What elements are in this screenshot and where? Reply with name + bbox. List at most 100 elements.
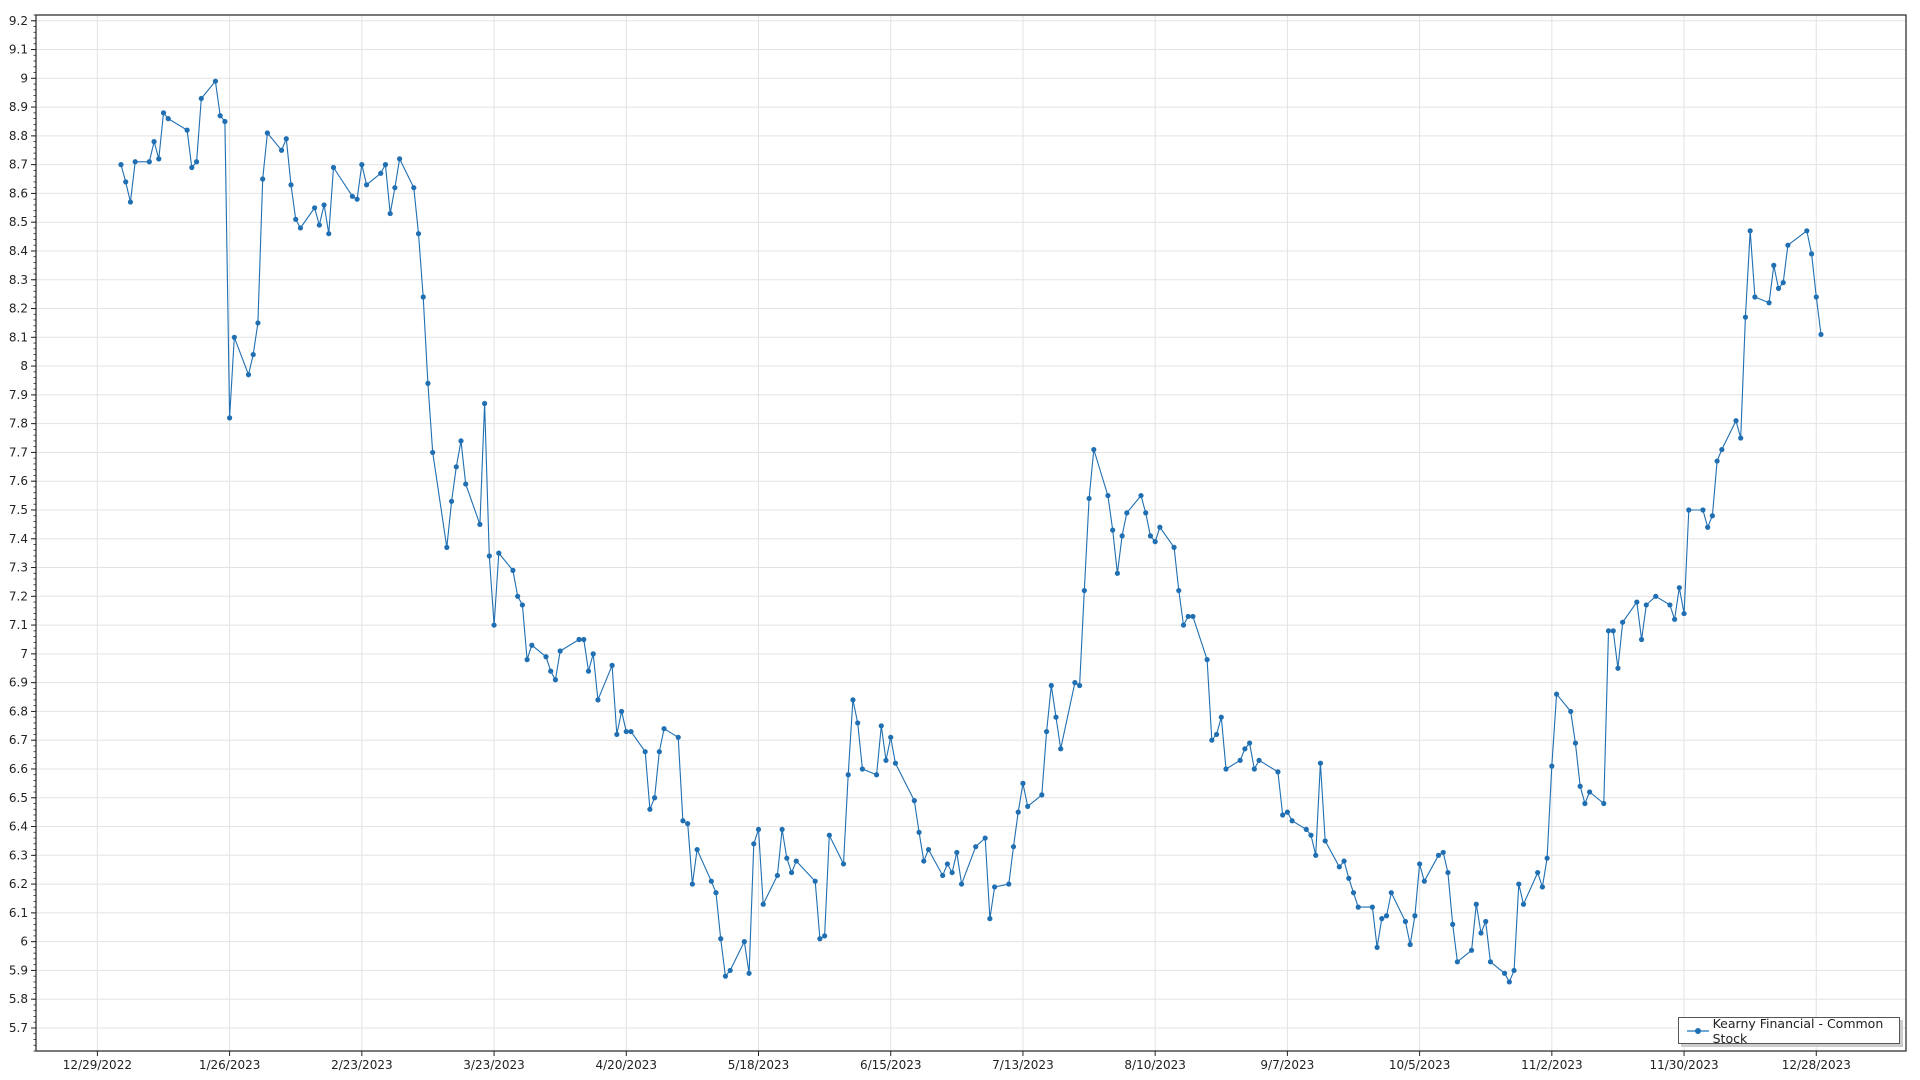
- data-point: [652, 795, 658, 801]
- data-point: [1284, 809, 1290, 815]
- data-point: [1709, 513, 1715, 519]
- data-point: [1124, 510, 1130, 516]
- data-point: [1582, 800, 1588, 807]
- data-point: [165, 116, 171, 122]
- data-point: [1615, 665, 1621, 671]
- data-point: [184, 127, 190, 133]
- data-point: [552, 677, 559, 683]
- data-point: [378, 170, 384, 176]
- y-tick-label: 6.4: [9, 820, 28, 834]
- data-point: [921, 858, 927, 864]
- data-point: [524, 657, 530, 663]
- data-point: [1176, 587, 1182, 594]
- data-point: [1138, 492, 1144, 499]
- data-point: [1742, 314, 1749, 320]
- legend-label: Kearny Financial - Common Stock: [1712, 1015, 1884, 1046]
- data-point: [642, 749, 648, 755]
- y-tick-label: 6.6: [9, 762, 28, 776]
- data-point: [883, 757, 889, 763]
- series-line: [120, 80, 1822, 983]
- x-axis: 12/29/2022 1/26/2023 2/23/2023 3/23/2023 4/2…: [63, 1051, 1851, 1072]
- x-tick-label: 12/28/2023: [1782, 1058, 1851, 1072]
- data-point: [519, 602, 525, 608]
- data-point: [817, 936, 823, 942]
- data-point: [1775, 285, 1782, 291]
- data-point: [1747, 228, 1753, 234]
- data-point: [850, 697, 856, 703]
- data-point: [760, 901, 766, 907]
- data-point: [397, 156, 403, 162]
- series-kearny-financial: [118, 78, 1824, 985]
- data-point: [576, 636, 582, 643]
- data-point: [685, 821, 691, 827]
- data-point: [1209, 737, 1215, 743]
- data-point: [741, 939, 747, 945]
- data-point: [1180, 622, 1187, 628]
- data-point: [647, 806, 653, 812]
- data-point: [222, 118, 228, 125]
- data-point: [873, 772, 880, 778]
- data-point: [1105, 492, 1111, 499]
- data-point: [515, 593, 521, 599]
- data-point: [1478, 930, 1484, 936]
- data-point: [713, 890, 719, 896]
- data-point: [689, 881, 695, 887]
- data-point: [1143, 510, 1149, 516]
- data-point: [888, 734, 894, 740]
- data-point: [1808, 251, 1815, 257]
- data-point: [359, 162, 365, 168]
- data-point: [1487, 959, 1494, 965]
- data-point: [1483, 918, 1489, 925]
- data-point: [557, 648, 563, 654]
- x-tick-label: 2/23/2023: [331, 1058, 393, 1072]
- data-point: [1804, 228, 1810, 234]
- y-tick-label: 8.6: [9, 186, 28, 200]
- data-point: [1072, 680, 1078, 686]
- data-point: [283, 136, 289, 142]
- data-point: [774, 872, 780, 879]
- data-point: [1681, 610, 1687, 617]
- data-point: [1025, 803, 1031, 809]
- data-point: [1450, 921, 1456, 927]
- data-point: [198, 95, 204, 102]
- y-tick-label: 9.1: [9, 43, 28, 57]
- data-point: [784, 855, 790, 861]
- data-point: [1147, 533, 1154, 539]
- data-point: [1152, 539, 1158, 545]
- y-tick-label: 6.7: [9, 733, 28, 747]
- data-point: [491, 622, 497, 628]
- data-point: [1766, 300, 1772, 306]
- data-point: [1213, 731, 1220, 738]
- y-tick-label: 9.2: [9, 14, 28, 28]
- data-point: [156, 156, 162, 162]
- data-point: [1511, 967, 1517, 974]
- data-point: [278, 147, 285, 153]
- data-point: [694, 846, 700, 853]
- data-point: [1218, 714, 1224, 720]
- data-point: [1686, 507, 1692, 513]
- data-point: [264, 130, 270, 136]
- data-point: [1190, 613, 1196, 620]
- data-point: [392, 185, 398, 191]
- data-point: [982, 835, 988, 841]
- data-point: [1402, 918, 1409, 925]
- data-point: [1638, 636, 1645, 643]
- data-point: [1336, 864, 1342, 870]
- y-tick-label: 5.9: [9, 963, 28, 977]
- data-point: [722, 973, 729, 979]
- y-tick-label: 7.8: [9, 417, 28, 431]
- data-point: [288, 182, 294, 188]
- data-point: [911, 798, 917, 804]
- data-point: [363, 182, 370, 188]
- data-point: [293, 216, 299, 222]
- data-point: [1473, 901, 1479, 907]
- data-point: [1454, 959, 1460, 965]
- data-point: [1506, 979, 1512, 985]
- data-point: [1077, 682, 1083, 689]
- data-point: [411, 185, 417, 191]
- data-point: [623, 728, 629, 735]
- data-point: [628, 728, 634, 735]
- data-point: [312, 205, 318, 211]
- data-point: [1738, 435, 1744, 441]
